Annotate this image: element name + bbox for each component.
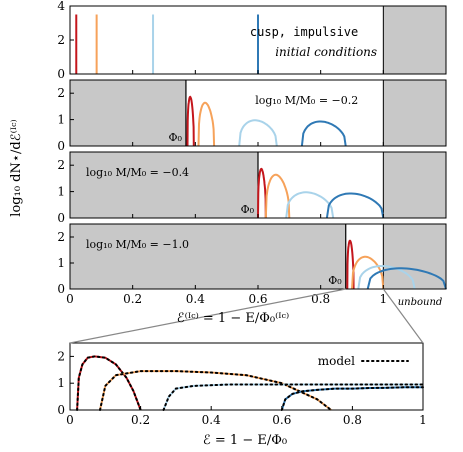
mass-label: log₁₀ M/M₀ = −1.0 (86, 238, 189, 251)
curve-red (346, 239, 355, 290)
curve-blue (325, 192, 385, 219)
mass-label: log₁₀ M/M₀ = −0.4 (86, 166, 189, 179)
y-tick-label: 1 (57, 256, 65, 270)
x-tick-label: 0 (66, 413, 74, 427)
y-tick-label: 1 (57, 113, 65, 127)
y-tick-label: 1 (57, 185, 65, 199)
unbound-shade (383, 224, 446, 289)
top-x-tick-label: 0.2 (123, 292, 142, 306)
phi-label: Φ₀ (241, 203, 255, 216)
legend-model-label: model (318, 354, 355, 368)
top-x-tick-label: 0 (66, 292, 74, 306)
x-tick-label: 1 (419, 413, 427, 427)
bottom-x-axis-label: ℰ = 1 − E/Φ₀ (203, 433, 287, 448)
y-tick-label: 2 (57, 349, 65, 363)
panels-group: 0 2 4 cusp, impulsive initial conditions Φ₀ 0 1… (57, 0, 447, 306)
model-curve-lightblue (162, 383, 424, 411)
y-tick-label: 0 (57, 67, 65, 81)
unbound-shade (383, 80, 446, 146)
y-tick-label: 0 (57, 282, 65, 296)
model-curve-blue (280, 386, 424, 411)
y-axis-label: log₁₀ dN⋆/dℰ⁽ᴵᶜ⁾ (9, 119, 24, 216)
model-curve-red (76, 355, 142, 411)
zoom-lines (69, 288, 424, 344)
top-x-tick-label: 0.4 (186, 292, 205, 306)
top-x-tick-label: 0.8 (311, 292, 330, 306)
annotation-model-name: cusp, impulsive (250, 25, 358, 39)
x-tick-label: 0.8 (343, 413, 362, 427)
curve-lightblue (285, 191, 335, 219)
bound-shade (70, 80, 186, 146)
y-tick-label: 0 (57, 403, 65, 417)
x-tick-label: 0.4 (202, 413, 221, 427)
phi-label: Φ₀ (168, 131, 182, 144)
unbound-shade (383, 6, 446, 74)
unbound-label: unbound (398, 297, 443, 308)
panel-m10: Φ₀ 0 1 2 log₁₀ M/M₀ = −1.0 (57, 223, 447, 296)
bound-shade (70, 224, 346, 289)
y-tick-label: 0 (57, 139, 65, 153)
y-tick-label: 0 (57, 211, 65, 225)
data-curve-orange (99, 370, 332, 411)
bottom-panel: 0 1 2 0 0.2 0.4 0.6 0.8 1 model (57, 342, 427, 427)
panel-m04: Φ₀ 0 1 2 log₁₀ M/M₀ = −0.4 (57, 151, 447, 225)
bound-shade (70, 152, 258, 218)
curve-lightblue (238, 119, 278, 147)
y-tick-label: 2 (57, 86, 65, 100)
curve-orange (197, 101, 216, 147)
top-x-tick-label: 1 (380, 292, 388, 306)
x-tick-label: 0.6 (272, 413, 291, 427)
y-tick-label: 1 (57, 376, 65, 390)
unbound-shade (383, 152, 446, 218)
y-tick-label: 2 (57, 158, 65, 172)
zoom-line-right (382, 288, 424, 344)
curve-red (186, 95, 195, 147)
curve-red (257, 167, 267, 219)
top-x-tick-label: 0.6 (248, 292, 267, 306)
x-tick-label: 0.2 (131, 413, 150, 427)
curve-lightblue (357, 265, 416, 290)
zoom-line-left (69, 288, 346, 344)
top-x-axis-label: ℰ⁽ᴵᶜ⁾ = 1 − E/Φ₀⁽ᴵᶜ⁾ (177, 311, 289, 326)
curve-blue (300, 120, 347, 147)
y-tick-label: 2 (57, 33, 65, 47)
y-tick-label: 4 (57, 0, 65, 13)
panel-ic: 0 2 4 cusp, impulsive initial conditions (57, 0, 447, 81)
mass-label: log₁₀ M/M₀ = −0.2 (255, 94, 358, 107)
bottom-frame (69, 342, 424, 411)
annotation-subtitle: initial conditions (275, 45, 377, 59)
phi-label: Φ₀ (328, 274, 342, 287)
y-tick-label: 2 (57, 230, 65, 244)
panel-m02: Φ₀ 0 1 2 log₁₀ M/M₀ = −0.2 (57, 79, 447, 153)
curve-orange (264, 173, 291, 219)
curve-blue (366, 267, 447, 290)
